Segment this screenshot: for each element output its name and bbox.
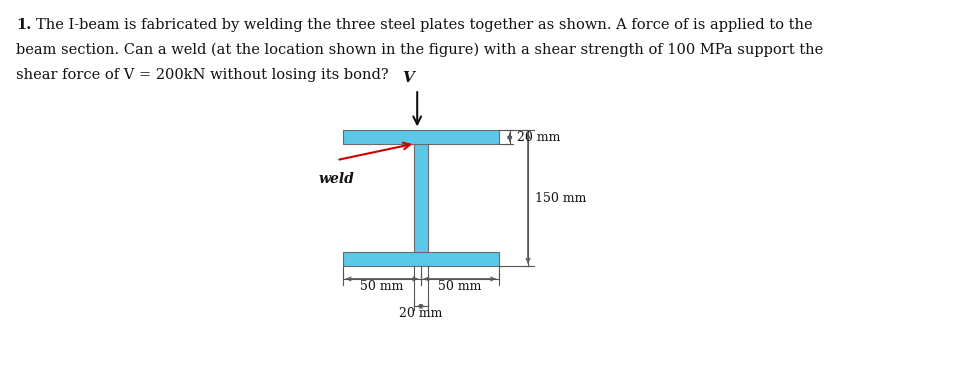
Text: 50 mm: 50 mm	[360, 280, 404, 293]
Text: beam section. Can a weld (at the location shown in the figure) with a shear stre: beam section. Can a weld (at the locatio…	[16, 43, 824, 57]
Text: 150 mm: 150 mm	[535, 192, 587, 205]
Bar	[343, 130, 499, 144]
Bar	[414, 144, 428, 252]
Text: 20 mm: 20 mm	[399, 307, 443, 320]
Text: 50 mm: 50 mm	[438, 280, 481, 293]
Text: 1.: 1.	[16, 18, 32, 32]
Bar	[343, 252, 499, 266]
Text: shear force of V = 200kN without losing its bond?: shear force of V = 200kN without losing …	[16, 68, 388, 82]
Text: 20 mm: 20 mm	[517, 131, 560, 144]
Text: weld: weld	[318, 172, 355, 186]
Text: V: V	[402, 71, 414, 85]
Text: The I-beam is fabricated by welding the three steel plates together as shown. A : The I-beam is fabricated by welding the …	[37, 18, 813, 32]
